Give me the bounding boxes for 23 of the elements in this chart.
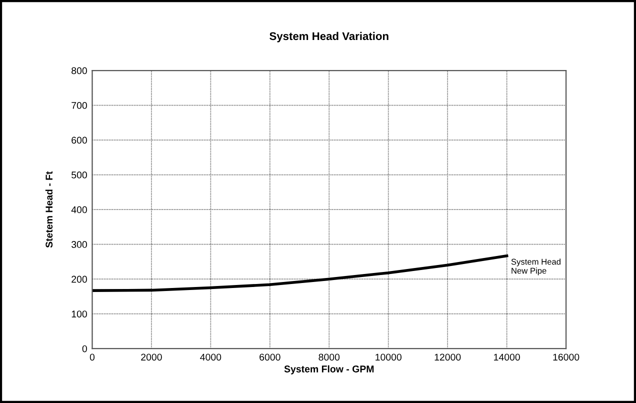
y-tick-label: 100 <box>72 310 87 318</box>
series-label: System Head New Pipe <box>511 258 560 276</box>
y-tick-label: 0 <box>82 345 87 352</box>
y-tick-label: 400 <box>71 206 87 214</box>
x-tick-label: 16000 <box>553 354 580 361</box>
x-tick-label: 6000 <box>260 354 280 361</box>
y-tick-label: 800 <box>72 67 87 74</box>
x-tick-label: 14000 <box>494 354 520 361</box>
y-axis-title: Stetem Head - Ft <box>45 171 53 248</box>
x-axis-title: System Flow - GPM <box>284 365 374 374</box>
y-tick-label: 700 <box>72 102 87 109</box>
x-tick-label: 0 <box>90 354 95 361</box>
x-tick-label: 2000 <box>141 354 162 361</box>
chart-title: System Head Variation <box>270 32 388 42</box>
y-tick-label: 200 <box>72 276 87 283</box>
y-tick-label: 600 <box>72 136 87 144</box>
x-tick-label: 10000 <box>376 354 402 361</box>
x-tick-label: 12000 <box>434 354 461 361</box>
y-tick-label: 500 <box>72 172 87 178</box>
x-tick-label: 4000 <box>200 354 222 361</box>
x-tick-label: 8000 <box>318 354 340 361</box>
y-tick-label: 300 <box>72 241 87 248</box>
line-series <box>92 254 508 292</box>
